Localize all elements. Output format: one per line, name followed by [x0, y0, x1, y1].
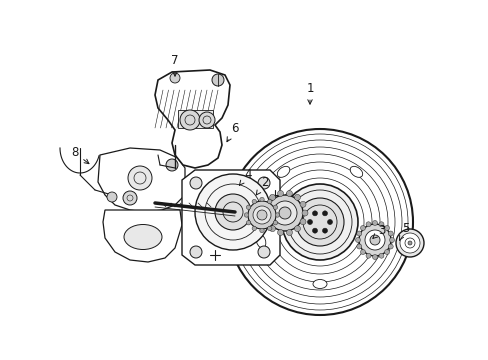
Circle shape	[360, 249, 365, 255]
Circle shape	[123, 191, 137, 205]
Text: 1: 1	[305, 81, 313, 104]
Circle shape	[404, 238, 414, 248]
Circle shape	[300, 201, 305, 207]
Circle shape	[226, 129, 412, 315]
Ellipse shape	[373, 234, 383, 248]
Circle shape	[356, 231, 361, 236]
Circle shape	[300, 219, 305, 225]
Circle shape	[262, 210, 267, 216]
Circle shape	[295, 198, 343, 246]
Circle shape	[294, 226, 300, 231]
Circle shape	[257, 210, 266, 220]
Circle shape	[360, 225, 365, 230]
Text: 2: 2	[256, 176, 268, 195]
Text: 4: 4	[239, 168, 251, 185]
Circle shape	[128, 166, 152, 190]
Circle shape	[170, 73, 180, 83]
Circle shape	[384, 225, 389, 230]
Circle shape	[312, 228, 317, 233]
Circle shape	[273, 205, 277, 210]
Circle shape	[279, 207, 290, 219]
Circle shape	[286, 190, 292, 197]
Circle shape	[282, 184, 357, 260]
Circle shape	[244, 213, 248, 217]
Circle shape	[294, 194, 300, 201]
Circle shape	[322, 228, 327, 233]
Circle shape	[275, 213, 279, 217]
Text: 6: 6	[226, 122, 238, 142]
Circle shape	[212, 74, 224, 86]
Circle shape	[251, 226, 256, 231]
Circle shape	[364, 230, 384, 250]
Circle shape	[267, 226, 271, 231]
Circle shape	[322, 211, 327, 216]
Circle shape	[372, 255, 377, 260]
Circle shape	[389, 238, 394, 243]
Circle shape	[246, 205, 250, 210]
Ellipse shape	[349, 166, 362, 177]
Circle shape	[302, 210, 307, 216]
Circle shape	[215, 194, 250, 230]
Circle shape	[180, 110, 200, 130]
Circle shape	[365, 222, 370, 227]
Circle shape	[277, 190, 283, 197]
Text: 8: 8	[71, 147, 89, 164]
Polygon shape	[103, 210, 182, 262]
Circle shape	[365, 253, 370, 258]
Circle shape	[272, 201, 296, 225]
Circle shape	[387, 231, 392, 236]
Circle shape	[358, 224, 390, 256]
Circle shape	[259, 197, 264, 202]
Circle shape	[165, 159, 178, 171]
Ellipse shape	[312, 279, 326, 288]
Circle shape	[355, 238, 360, 243]
Ellipse shape	[277, 166, 289, 177]
Ellipse shape	[256, 234, 265, 248]
Circle shape	[312, 211, 317, 216]
Polygon shape	[182, 170, 280, 265]
Circle shape	[269, 194, 275, 201]
Circle shape	[387, 244, 392, 249]
Circle shape	[372, 220, 377, 225]
Circle shape	[378, 253, 383, 258]
Circle shape	[199, 112, 215, 128]
Circle shape	[378, 222, 383, 227]
Circle shape	[307, 220, 312, 225]
Circle shape	[327, 220, 332, 225]
Polygon shape	[98, 148, 184, 212]
Ellipse shape	[124, 225, 162, 249]
Circle shape	[251, 199, 256, 204]
Circle shape	[246, 221, 250, 225]
Circle shape	[286, 229, 292, 235]
Circle shape	[399, 233, 419, 253]
Circle shape	[369, 235, 379, 245]
Circle shape	[407, 241, 411, 245]
Circle shape	[264, 219, 269, 225]
Circle shape	[259, 228, 264, 233]
Circle shape	[107, 192, 117, 202]
Circle shape	[195, 174, 270, 250]
Circle shape	[247, 201, 275, 229]
Circle shape	[252, 206, 270, 224]
Circle shape	[384, 249, 389, 255]
Circle shape	[266, 195, 303, 231]
Circle shape	[277, 229, 283, 235]
Circle shape	[190, 177, 202, 189]
Text: 7: 7	[171, 54, 179, 76]
Circle shape	[190, 246, 202, 258]
Polygon shape	[178, 110, 213, 128]
Circle shape	[258, 177, 269, 189]
Polygon shape	[155, 70, 229, 168]
Circle shape	[356, 244, 361, 249]
Circle shape	[258, 246, 269, 258]
Circle shape	[273, 221, 277, 225]
Circle shape	[267, 199, 271, 204]
Text: 3: 3	[372, 224, 385, 238]
Circle shape	[269, 226, 275, 231]
Circle shape	[395, 229, 423, 257]
Circle shape	[264, 201, 269, 207]
Text: 5: 5	[399, 221, 409, 240]
